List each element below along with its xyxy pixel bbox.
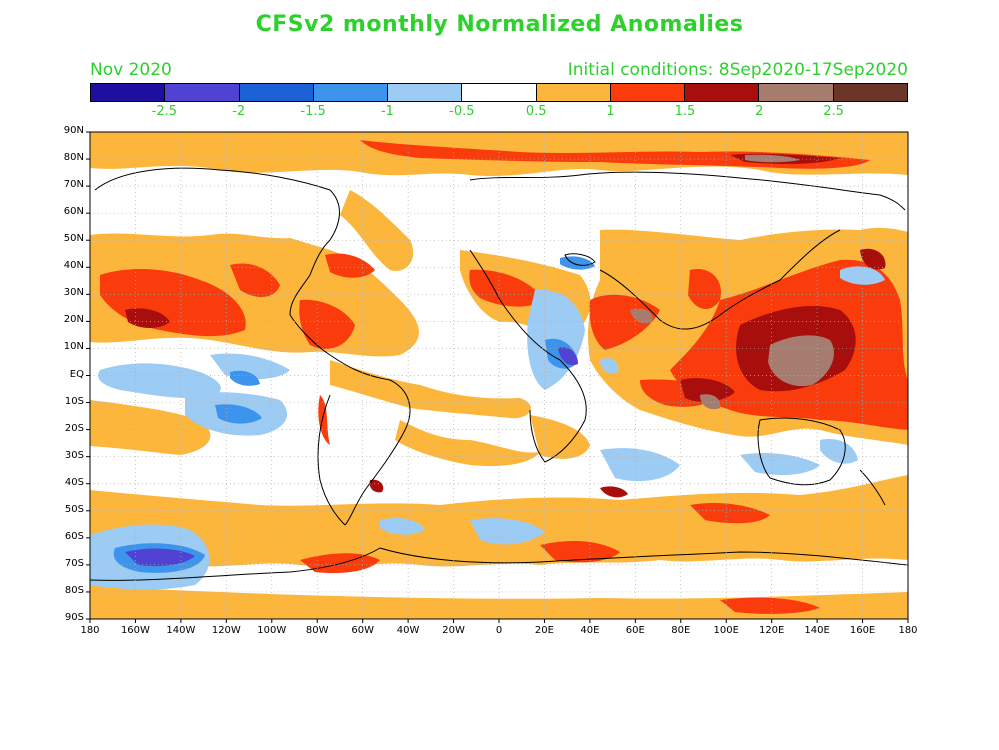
- longitude-label: 160W: [120, 625, 150, 636]
- forecast-month: Nov 2020: [90, 60, 172, 80]
- chart-title: CFSv2 monthly Normalized Anomalies: [255, 12, 744, 37]
- longitude-label: 40E: [580, 625, 600, 636]
- latitude-label: 40N: [63, 260, 84, 272]
- longitude-label: 120E: [758, 625, 785, 636]
- latitude-label: 90S: [64, 612, 84, 623]
- axis-ticks: [86, 131, 909, 623]
- color-scale-label: 2.5: [823, 104, 844, 119]
- color-scale-swatch: [388, 84, 463, 101]
- latitude-label: 20S: [64, 422, 84, 434]
- latitude-label: 80S: [64, 584, 84, 596]
- anomaly-positive-extreme: [630, 154, 834, 410]
- latitude-label: 50N: [63, 233, 84, 245]
- latitude-label: 30N: [63, 287, 84, 299]
- latitude-label: 60N: [63, 206, 84, 218]
- color-scale-swatch: [239, 84, 314, 101]
- longitude-label: 180: [898, 625, 918, 636]
- color-scale-label: -2.5: [151, 104, 178, 119]
- longitude-label: 80E: [671, 625, 691, 636]
- longitude-label: 120W: [211, 625, 241, 636]
- longitude-label: 140E: [804, 625, 830, 636]
- color-scale-label: -2: [232, 104, 246, 119]
- longitude-label: 140W: [166, 625, 196, 636]
- color-scale-label: 1: [606, 104, 615, 119]
- longitude-label: 0: [495, 625, 503, 636]
- latitude-label: 60S: [64, 530, 84, 542]
- color-scale-label: 1.5: [674, 104, 696, 119]
- latitude-label: 20N: [63, 314, 84, 326]
- color-scale-swatch: [610, 84, 686, 101]
- latitude-label: 40S: [64, 476, 84, 488]
- longitude-label: 60E: [625, 625, 645, 636]
- longitude-label: 80W: [305, 625, 329, 636]
- color-scale-swatch: [165, 84, 240, 101]
- latitude-label: 30S: [64, 449, 84, 461]
- color-scale-label: -1: [380, 104, 394, 119]
- latitude-label: 80N: [63, 152, 84, 164]
- color-scale-swatch: [313, 84, 389, 101]
- latitude-label: 10S: [64, 395, 84, 407]
- longitude-label: 180: [80, 625, 100, 636]
- longitude-label: 100W: [257, 625, 287, 636]
- color-scale-swatch: [759, 84, 834, 101]
- anomaly-negative-strong: [125, 347, 578, 567]
- color-scale-bar: [90, 83, 908, 102]
- longitude-label: 100E: [713, 625, 739, 636]
- color-scale-label: 0.5: [525, 104, 547, 119]
- longitude-label: 40W: [396, 625, 420, 636]
- initial-conditions: Initial conditions: 8Sep2020-17Sep2020: [567, 60, 908, 80]
- latitude-label: EQ: [69, 368, 84, 380]
- latitude-label: 70N: [63, 179, 84, 191]
- latitude-label: 90N: [63, 125, 84, 136]
- latitude-label: 50S: [64, 503, 84, 515]
- longitude-label: 20E: [534, 625, 554, 636]
- color-scale-label: -0.5: [449, 104, 475, 119]
- longitude-label: 20W: [442, 625, 465, 636]
- color-scale-swatch: [833, 84, 907, 101]
- color-scale-swatch: [462, 84, 537, 101]
- grid-lines: [90, 132, 908, 619]
- longitude-label: 60W: [351, 625, 374, 636]
- color-scale-swatch: [685, 84, 760, 101]
- longitude-label: 160E: [849, 625, 876, 636]
- latitude-label: 10N: [63, 341, 84, 353]
- color-scale-label: -1.5: [300, 104, 326, 119]
- latitude-label: 70S: [64, 557, 84, 569]
- color-scale-swatch: [536, 84, 611, 101]
- color-scale-label: 2: [755, 104, 764, 119]
- color-scale-swatch: [91, 84, 166, 101]
